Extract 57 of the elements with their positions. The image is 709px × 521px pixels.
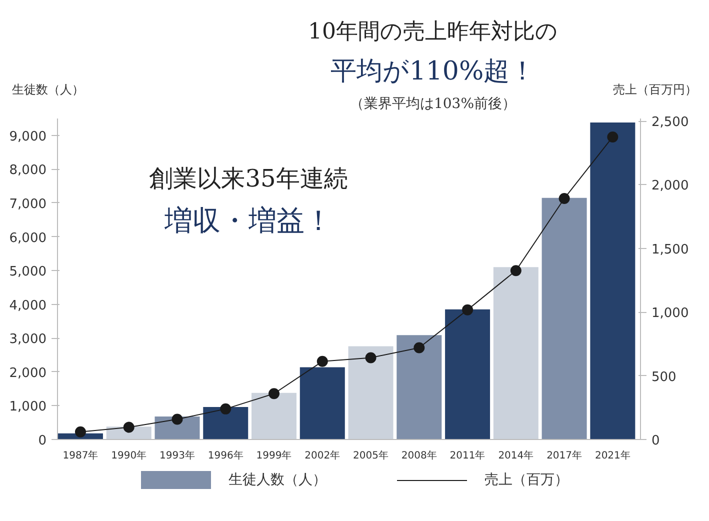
point <box>172 414 183 425</box>
y-tick-label: 7,000 <box>9 196 46 212</box>
x-tick-label: 1993年 <box>160 450 195 462</box>
y-tick-label: 9,000 <box>9 129 46 144</box>
point <box>74 426 86 438</box>
annotation: 創業以来35年連続 <box>149 164 348 192</box>
y-tick-label: 5,000 <box>9 264 46 280</box>
point <box>462 304 474 316</box>
x-tick-label: 2011年 <box>450 450 486 462</box>
y2-tick-label: 500 <box>652 370 676 385</box>
bar <box>348 346 394 440</box>
bar <box>493 267 538 440</box>
x-tick-label: 2014年 <box>498 450 534 462</box>
x-tick-label: 2017年 <box>546 450 582 462</box>
y-axis-title: 生徒数（人） <box>12 81 84 98</box>
point <box>558 193 570 204</box>
y2-tick-label: 1,500 <box>652 242 689 258</box>
bar <box>252 392 297 440</box>
bar <box>203 407 248 440</box>
x-tick-label: 2021年 <box>594 450 630 462</box>
y2-tick-label: 2,000 <box>652 178 689 194</box>
x-tick-label: 1990年 <box>111 450 147 462</box>
y-tick-label: 4,000 <box>9 298 46 314</box>
point <box>220 403 232 414</box>
bar <box>542 198 587 440</box>
annotation: 増収・増益！ <box>164 204 332 237</box>
point <box>316 356 328 367</box>
y2-tick-label: 2,500 <box>652 115 689 130</box>
point <box>268 388 280 400</box>
y-tick-label: 3,000 <box>9 332 46 348</box>
x-tick-label: 2002年 <box>304 450 340 462</box>
legend-label: 売上（百万） <box>484 472 568 488</box>
x-tick-label: 2008年 <box>401 450 437 462</box>
x-tick-label: 2005年 <box>353 450 388 462</box>
y-tick-label: 1,000 <box>9 400 46 415</box>
legend-label: 生徒人数（人） <box>228 472 326 488</box>
bar <box>396 335 442 440</box>
text: 平均が110%超！ <box>330 55 536 88</box>
y2-tick-label: 0 <box>652 434 660 448</box>
bar <box>590 122 636 440</box>
y-tick-label: 0 <box>38 434 47 448</box>
bar <box>300 367 345 440</box>
y-tick-label: 6,000 <box>9 230 46 246</box>
y2-tick-label: 1,000 <box>652 306 689 322</box>
point <box>414 342 425 354</box>
point <box>510 265 522 276</box>
y-tick-label: 8,000 <box>9 163 46 178</box>
x-tick-label: 1999年 <box>256 450 292 462</box>
bar <box>445 309 490 440</box>
text: （業界平均は103%前後） <box>350 95 516 114</box>
point <box>365 352 376 364</box>
y-tick-label: 2,000 <box>9 366 46 381</box>
point <box>607 131 618 142</box>
text: 10年間の売上昨年対比の <box>308 18 558 46</box>
x-tick-label: 1987年 <box>62 450 98 462</box>
x-tick-label: 1996年 <box>208 450 244 462</box>
y2-axis-title: 売上（百万円） <box>613 81 697 98</box>
